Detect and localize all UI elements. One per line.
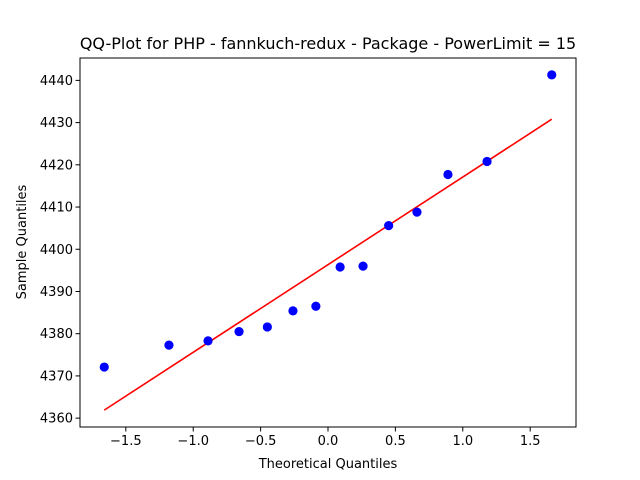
- data-point: [311, 301, 321, 311]
- data-point: [335, 262, 345, 272]
- x-tick-label: −0.5: [245, 434, 277, 449]
- y-tick-label: 4400: [40, 243, 73, 258]
- data-point: [547, 70, 557, 80]
- data-point: [262, 322, 272, 332]
- y-tick-label: 4390: [40, 285, 73, 300]
- y-tick-label: 4440: [40, 74, 73, 89]
- y-tick-label: 4370: [40, 369, 73, 384]
- x-tick-label: −1.0: [177, 434, 209, 449]
- data-point: [164, 340, 174, 350]
- chart-title: QQ-Plot for PHP - fannkuch-redux - Packa…: [80, 34, 576, 53]
- data-point: [358, 261, 368, 271]
- y-tick-label: 4430: [40, 116, 73, 131]
- y-tick-label: 4410: [40, 201, 73, 216]
- data-point: [412, 207, 422, 217]
- x-axis-label: Theoretical Quantiles: [258, 457, 398, 472]
- data-point: [443, 169, 453, 180]
- y-tick-label: 4360: [40, 412, 73, 427]
- data-point: [234, 326, 244, 337]
- data-point: [384, 221, 394, 231]
- data-point: [482, 156, 492, 167]
- reference-line: [103, 118, 553, 411]
- x-tick-label: −1.5: [110, 434, 142, 449]
- y-tick-label: 4420: [40, 158, 73, 173]
- data-point: [99, 362, 109, 372]
- x-tick-label: 0.0: [318, 434, 339, 449]
- y-tick-label: 4380: [40, 327, 73, 342]
- data-point: [288, 306, 298, 316]
- data-point: [203, 336, 213, 346]
- x-tick-label: 0.5: [385, 434, 406, 449]
- x-tick-label: 1.0: [452, 434, 473, 449]
- y-axis-label: Sample Quantiles: [15, 184, 30, 299]
- plot-area: −1.5 −1.0 −0.5 0.0 0.5 1.0 1.5 4360 4370 4380 4390…: [40, 57, 577, 449]
- x-tick-label: 1.5: [520, 434, 541, 449]
